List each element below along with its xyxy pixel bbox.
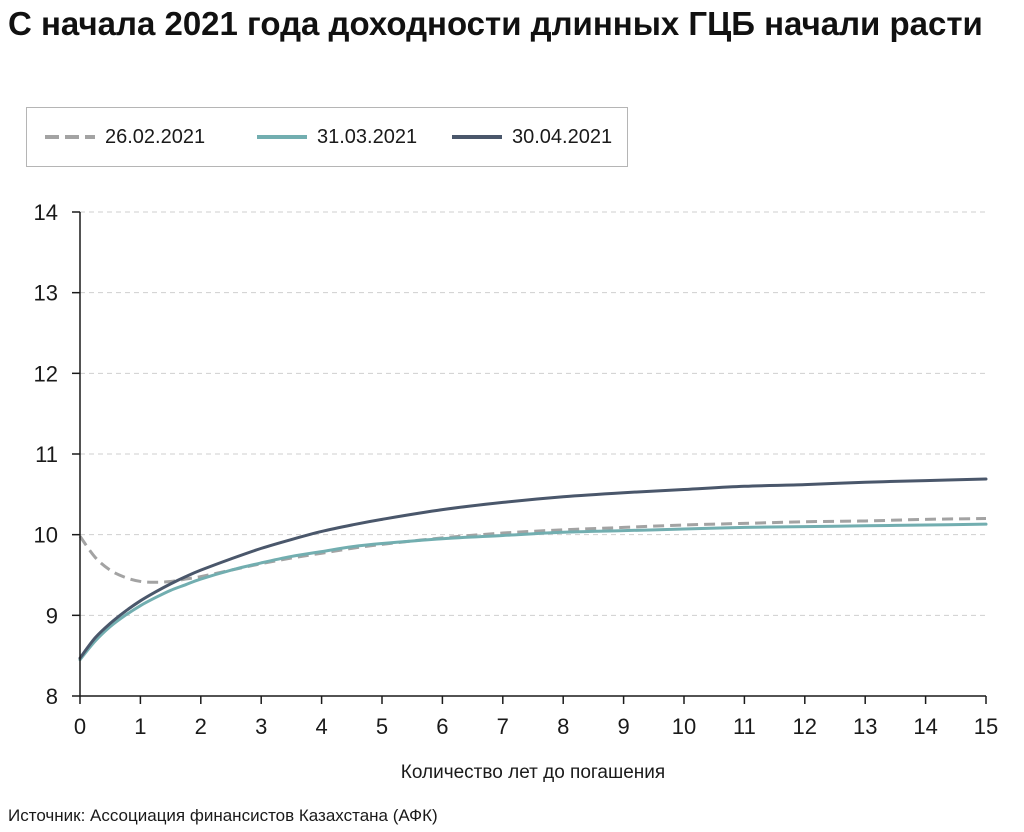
legend-swatch-series-2 (257, 135, 307, 139)
legend-label-series-2: 31.03.2021 (317, 125, 418, 148)
y-tick-label-13: 13 (34, 281, 58, 306)
legend-swatch-series-3 (452, 135, 502, 139)
x-tick-label-9: 9 (617, 714, 629, 739)
x-tick-label-13: 13 (853, 714, 877, 739)
legend-item-series-1: 26.02.2021 (45, 108, 205, 166)
x-tick-label-12: 12 (793, 714, 817, 739)
grid-lines (80, 211, 986, 616)
series-line-3 (78, 477, 988, 660)
x-tick-label-15: 15 (974, 714, 998, 739)
legend-item-series-3: 30.04.2021 (452, 108, 612, 166)
x-tick-label-14: 14 (913, 714, 937, 739)
x-tick-label-5: 5 (376, 714, 388, 739)
source-note: Источник: Ассоциация финансистов Казахст… (8, 806, 438, 825)
y-tick-label-11: 11 (35, 442, 58, 467)
y-axis-ticks: 8 9 10 11 12 13 14 (34, 200, 80, 709)
y-tick-label-9: 9 (46, 603, 58, 628)
x-tick-label-3: 3 (255, 714, 267, 739)
series-line-1 (78, 517, 987, 584)
x-tick-label-7: 7 (497, 714, 509, 739)
x-tick-label-8: 8 (557, 714, 569, 739)
x-tick-label-6: 6 (436, 714, 448, 739)
legend-item-series-2: 31.03.2021 (257, 108, 417, 166)
legend-label-series-3: 30.04.2021 (512, 125, 613, 148)
y-tick-label-10: 10 (34, 523, 58, 548)
y-tick-label-8: 8 (46, 684, 58, 709)
legend-label-series-1: 26.02.2021 (105, 125, 206, 148)
y-tick-label-14: 14 (34, 200, 58, 225)
legend: 26.02.2021 31.03.2021 30.04.2021 (26, 107, 628, 167)
x-tick-label-0: 0 (74, 714, 86, 739)
x-tick-label-2: 2 (195, 714, 207, 739)
x-tick-label-4: 4 (315, 714, 327, 739)
x-axis-ticks: 0 1 2 3 4 5 6 7 8 9 10 11 12 13 14 15 (74, 696, 998, 739)
x-tick-label-11: 11 (733, 714, 756, 739)
x-axis-title: Количество лет до погашения (401, 762, 665, 783)
series-lines (78, 477, 988, 662)
y-tick-label-12: 12 (34, 361, 58, 386)
x-tick-label-1: 1 (134, 714, 146, 739)
x-tick-label-10: 10 (672, 714, 696, 739)
series-line-2 (78, 522, 988, 662)
legend-swatch-series-1 (45, 135, 95, 139)
chart-title: С начала 2021 года доходности длинных ГЦ… (8, 5, 983, 42)
